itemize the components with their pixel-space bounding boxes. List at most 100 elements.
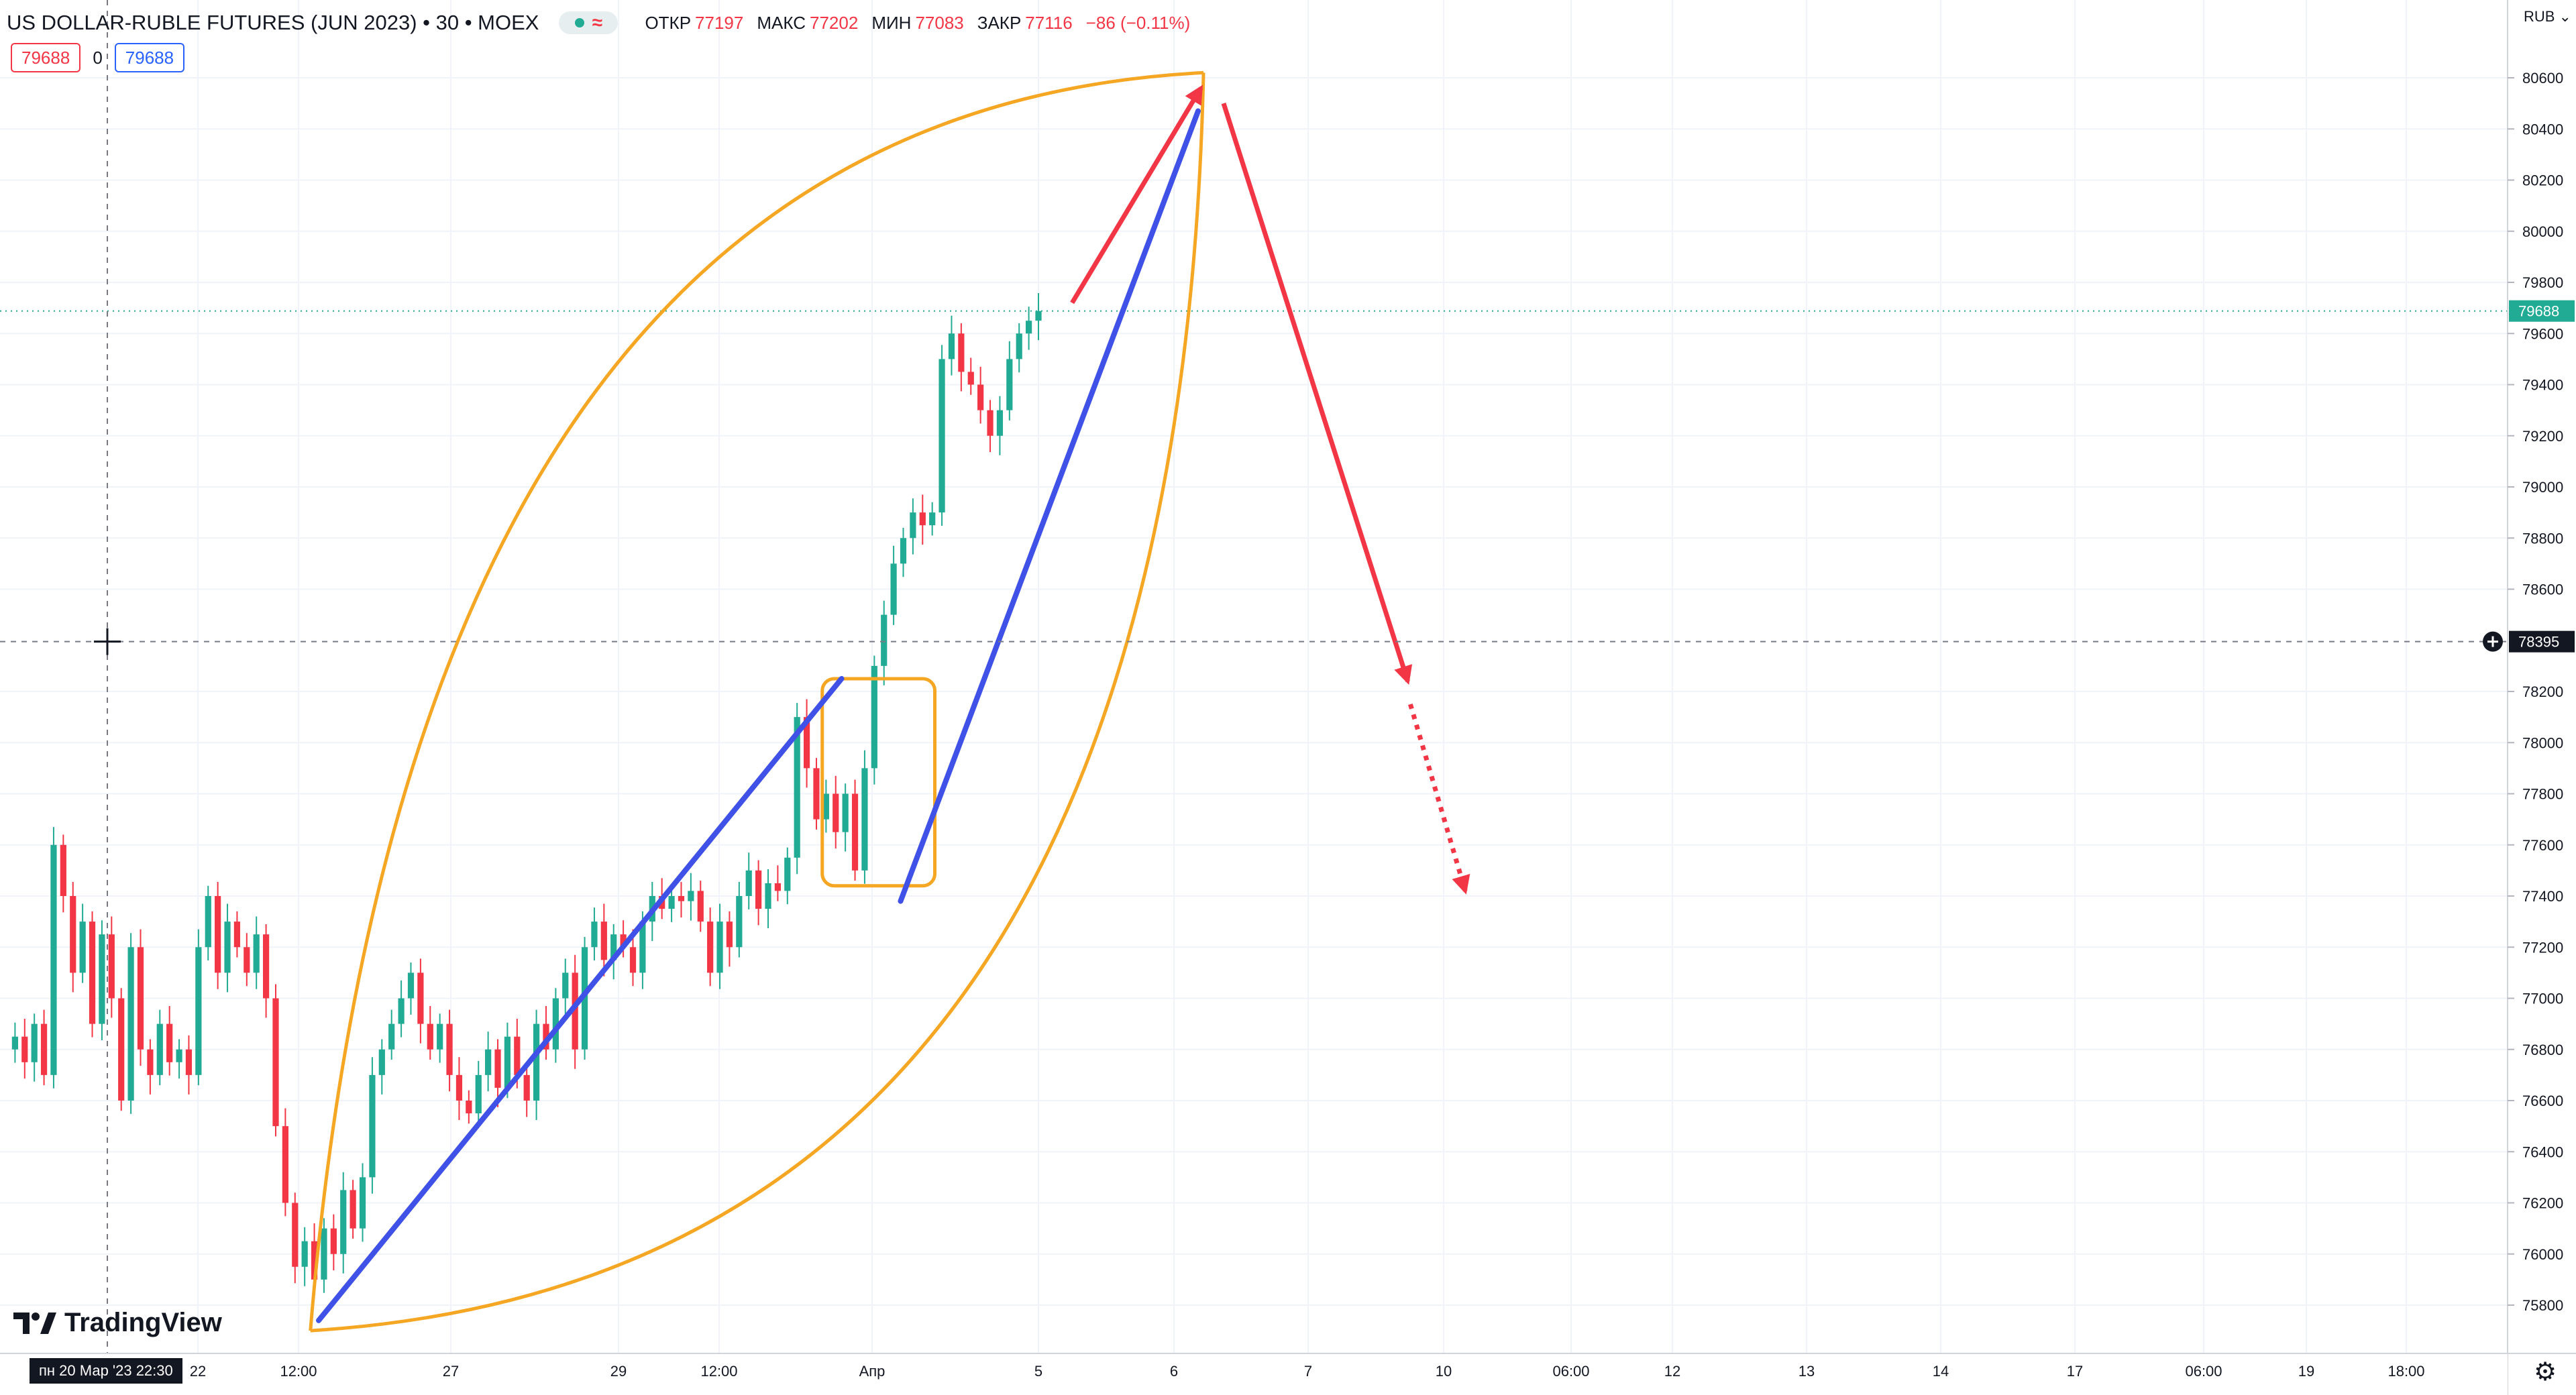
candle-body [533, 1023, 540, 1101]
candle-body [726, 922, 733, 948]
candle-body [900, 538, 907, 564]
candle-body [11, 1036, 18, 1050]
candle-body [118, 998, 125, 1101]
candle-body [407, 972, 415, 999]
price-tick-label: 77400 [2522, 888, 2563, 905]
candle-body [99, 934, 105, 1024]
candle-body [948, 333, 955, 359]
tradingview-logo-icon [13, 1312, 56, 1334]
price-tick-label: 79800 [2522, 274, 2563, 291]
candle-body [205, 896, 211, 948]
time-tick-label: 29 [610, 1363, 627, 1380]
candle-body [996, 410, 1004, 436]
candle-body [60, 844, 66, 896]
red-arrow[interactable] [1221, 103, 1413, 685]
time-tick-label: 18:00 [2387, 1363, 2424, 1380]
price-tick-label: 80200 [2522, 172, 2563, 189]
price-axis-bg [2508, 0, 2576, 1353]
blue-trendline[interactable] [316, 675, 845, 1323]
candle-body [292, 1203, 299, 1267]
candle-body [572, 972, 578, 1050]
crosshair-overlay [0, 0, 2508, 1353]
candle-body [707, 922, 714, 973]
candle-body [330, 1228, 337, 1254]
candle-body [215, 896, 221, 973]
market-open-dot-icon [574, 18, 584, 27]
ohlc-high-value: 77202 [810, 12, 859, 33]
blue-trendline[interactable] [898, 108, 1201, 904]
candle-body [842, 793, 849, 832]
price-tick-label: 80600 [2522, 70, 2563, 87]
last-price-label: 79688 [2518, 303, 2559, 320]
time-axis-bg [0, 1353, 2508, 1395]
candle-body [185, 1049, 193, 1075]
currency-label[interactable]: RUB ⌄ [2524, 8, 2571, 25]
candle-body [833, 793, 839, 832]
candle-body [639, 922, 646, 973]
candle-body [822, 793, 829, 820]
market-status-pill[interactable]: ≈ [559, 11, 619, 34]
price-tick-label: 78600 [2522, 581, 2563, 598]
candle-body [494, 1049, 501, 1088]
time-tick-label: 5 [1034, 1363, 1042, 1380]
candle-body [89, 922, 96, 1024]
candle-body [485, 1049, 492, 1075]
candle-body [929, 512, 936, 526]
tradingview-logo[interactable]: TradingView [13, 1308, 222, 1338]
orange-rectangle[interactable] [820, 677, 937, 888]
orange-arc-upper[interactable] [309, 70, 1204, 1331]
price-tick-label: 76000 [2522, 1246, 2563, 1263]
candle-body [108, 934, 115, 999]
price-tick-label: 79000 [2522, 479, 2563, 496]
candle-body [871, 665, 877, 769]
settings-gear-icon[interactable]: ⚙ [2533, 1358, 2557, 1386]
candle-body [688, 891, 694, 901]
time-tick-label: Апр [859, 1363, 885, 1380]
candle-body [1006, 359, 1013, 410]
ohlc-low-label: МИН [871, 12, 912, 33]
candle-body [552, 998, 559, 1050]
price-tick-label: 76600 [2522, 1093, 2563, 1109]
candle-body [311, 1241, 318, 1280]
ohlc-values: ОТКР 77197 МАКС 77202 МИН 77083 ЗАКР 771… [645, 13, 1199, 34]
time-tick-label: 12:00 [280, 1363, 317, 1380]
time-axis[interactable]: 22 12:00 27 29 12:00 Апр 5 6 7 10 06:00 12 13 14 17 06:… [0, 1353, 2576, 1395]
candle-body [455, 1074, 463, 1101]
drawings[interactable] [309, 70, 1470, 1333]
price-tick-label: 79400 [2522, 377, 2563, 394]
time-tick-label: 13 [1799, 1363, 1815, 1380]
candle-body [784, 857, 791, 891]
buy-price-button[interactable]: 79688 [114, 43, 185, 72]
time-tick-label: 7 [1304, 1363, 1312, 1380]
time-tick-label: 10 [1436, 1363, 1452, 1380]
candle-body [176, 1049, 182, 1062]
candle-body [1026, 321, 1032, 334]
sell-price-button[interactable]: 79688 [11, 43, 81, 72]
candle-body [262, 934, 270, 999]
price-tick-label: 80000 [2522, 223, 2563, 240]
time-tick-label: 27 [443, 1363, 459, 1380]
price-tick-label: 76400 [2522, 1143, 2563, 1160]
candle-body [21, 1036, 28, 1062]
orange-arc-lower[interactable] [310, 72, 1205, 1333]
candle-body [417, 972, 424, 1024]
candle-body [697, 891, 704, 922]
price-tick-label: 77600 [2522, 837, 2563, 854]
candle-body [514, 1036, 521, 1075]
symbol-title[interactable]: US DOLLAR-RUBLE FUTURES (JUN 2023) • 30 … [7, 11, 539, 34]
time-tick-label: 14 [1933, 1363, 1949, 1380]
candle-body [166, 1023, 173, 1062]
candle-body [881, 614, 888, 666]
candle-body [958, 333, 965, 372]
price-axis[interactable]: RUB ⌄ 80600 80400 80200 80000 79800 79600 79400… [2507, 0, 2576, 1395]
chart-header: US DOLLAR-RUBLE FUTURES (JUN 2023) • 30 … [7, 8, 1199, 38]
candle-body [378, 1049, 385, 1075]
candle-body [79, 922, 86, 973]
candle-body [427, 1023, 433, 1050]
price-tick-label: 76200 [2522, 1195, 2563, 1212]
candle-body [127, 947, 134, 1101]
red-dotted-arrow[interactable] [1408, 704, 1470, 895]
red-arrow[interactable] [1070, 85, 1203, 304]
spread-value: 0 [93, 47, 103, 68]
